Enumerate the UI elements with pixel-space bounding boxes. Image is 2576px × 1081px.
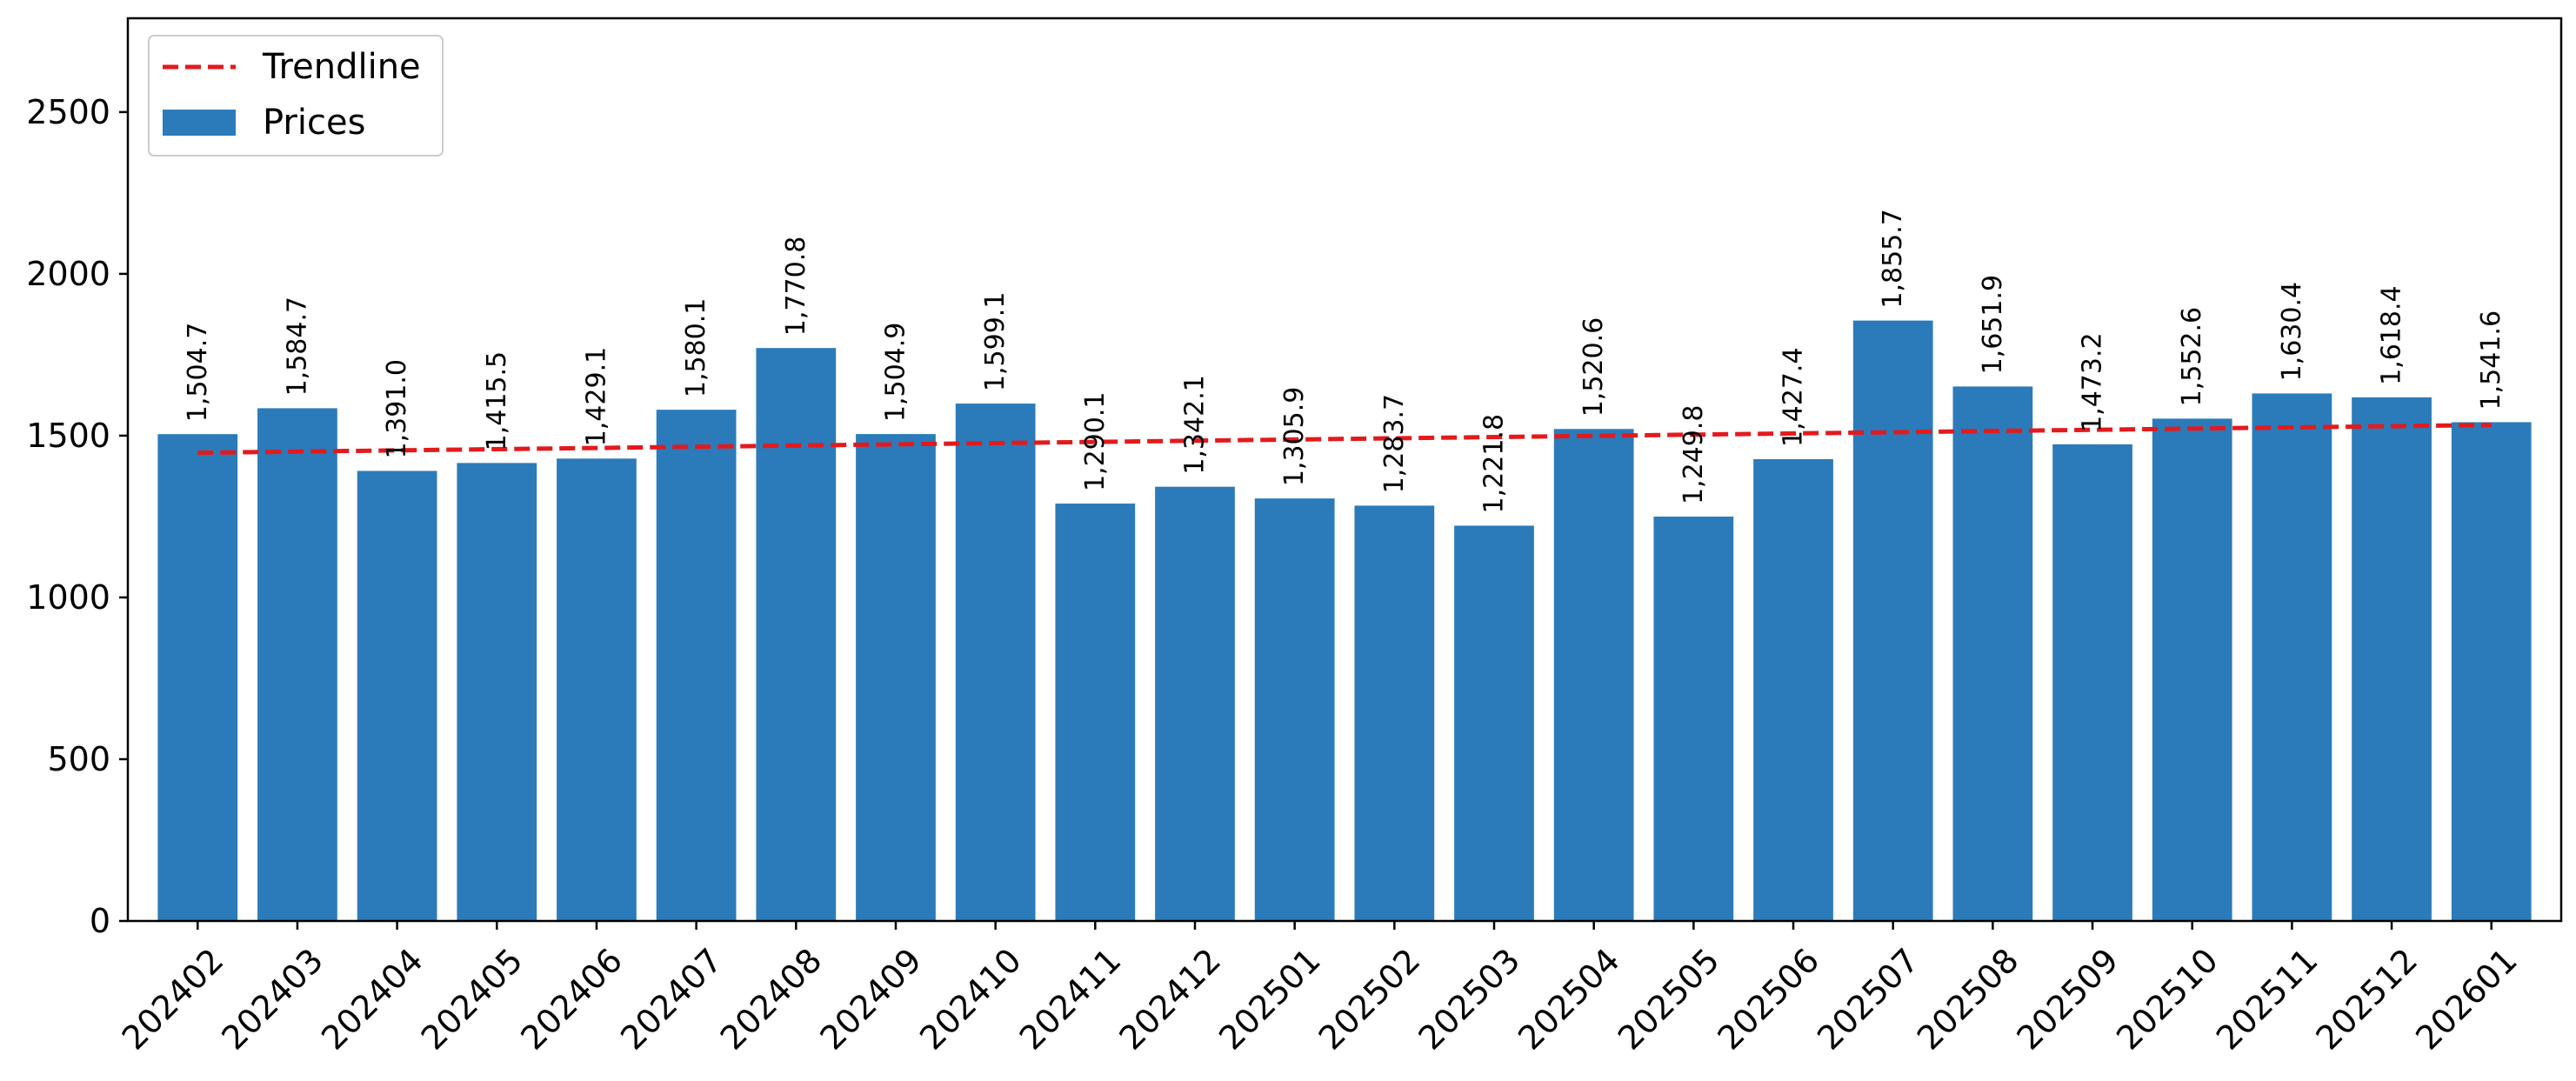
x-tick-label-202411: 202411 (1012, 941, 1129, 1058)
x-tick-label-202510: 202510 (2109, 941, 2226, 1058)
data-label-202408: 1,770.8 (781, 237, 811, 337)
data-label-202601: 1,541.6 (2476, 310, 2506, 410)
bar-202510 (2152, 418, 2232, 921)
y-tick-label-500: 500 (47, 740, 110, 778)
data-label-202502: 1,283.7 (1379, 394, 1410, 494)
bars-layer (157, 320, 2532, 922)
bar-202511 (2252, 393, 2332, 921)
data-label-202404: 1,391.0 (382, 359, 412, 459)
bar-202410 (955, 404, 1036, 921)
x-tick-label-202512: 202512 (2309, 941, 2426, 1058)
bar-202508 (1952, 386, 2033, 921)
data-label-202410: 1,599.1 (980, 292, 1011, 392)
data-label-202507: 1,855.7 (1878, 209, 1908, 309)
data-label-202411: 1,290.1 (1080, 392, 1111, 492)
data-label-202512: 1,618.4 (2377, 285, 2407, 385)
data-label-202407: 1,580.1 (681, 298, 711, 398)
x-tick-label-202408: 202408 (713, 941, 830, 1058)
bar-202504 (1553, 429, 1634, 921)
x-tick-label-202507: 202507 (1810, 941, 1926, 1058)
bar-202404 (357, 470, 437, 921)
data-labels-layer: 1,504.7 1,584.7 1,391.0 1,415.5 1,429.1 1,580… (183, 209, 2506, 513)
bar-202403 (257, 408, 337, 921)
bar-202412 (1155, 486, 1235, 921)
x-tick-label-202502: 202502 (1311, 941, 1428, 1058)
bar-202405 (457, 463, 537, 921)
y-tick-label-2000: 2000 (26, 255, 110, 293)
bar-202505 (1653, 517, 1734, 921)
trendline (197, 423, 2492, 456)
bar-202507 (1852, 320, 1933, 922)
y-tick-label-1000: 1000 (26, 578, 110, 617)
x-tick-label-202412: 202412 (1111, 941, 1228, 1058)
x-tick-label-202506: 202506 (1711, 941, 1827, 1058)
x-tick-label-202601: 202601 (2408, 941, 2525, 1058)
data-label-202409: 1,504.9 (880, 323, 911, 423)
plot-frame (126, 17, 2563, 923)
legend-marker-prices (163, 110, 236, 136)
data-label-202405: 1,415.5 (482, 351, 512, 451)
bar-202509 (2052, 444, 2132, 921)
x-tick-label-202505: 202505 (1611, 941, 1727, 1058)
data-label-202503: 1,221.8 (1479, 414, 1510, 514)
bar-202503 (1454, 525, 1534, 921)
bar-202406 (557, 458, 637, 921)
x-tick-label-202501: 202501 (1211, 941, 1328, 1058)
x-tick-label-202406: 202406 (513, 941, 630, 1058)
y-tick-label-1500: 1500 (26, 417, 110, 455)
data-label-202506: 1,427.4 (1779, 347, 1809, 447)
data-label-202510: 1,552.6 (2177, 307, 2207, 407)
x-tick-label-202403: 202403 (214, 941, 330, 1058)
bar-202408 (756, 348, 837, 921)
bar-202409 (856, 434, 936, 921)
y-tick-label-2500: 2500 (26, 93, 110, 131)
legend-label-prices: Prices (263, 103, 365, 143)
data-label-202402: 1,504.7 (183, 323, 213, 423)
bar-202502 (1354, 505, 1435, 921)
x-tick-label-202511: 202511 (2209, 941, 2326, 1058)
data-label-202511: 1,630.4 (2277, 282, 2307, 382)
x-tick-label-202503: 202503 (1411, 941, 1527, 1058)
data-label-202504: 1,520.6 (1578, 317, 1609, 417)
x-tick-label-202410: 202410 (912, 941, 1029, 1058)
legend: Trendline Prices (148, 35, 444, 157)
x-tick-label-202509: 202509 (2010, 941, 2126, 1058)
trendline-layer (197, 423, 2492, 456)
legend-label-trendline: Trendline (262, 47, 421, 87)
data-label-202509: 1,473.2 (2078, 332, 2108, 432)
data-label-202412: 1,342.1 (1179, 375, 1210, 475)
x-tick-label-202404: 202404 (314, 941, 430, 1058)
data-label-202403: 1,584.7 (282, 297, 312, 397)
x-tick-label-202407: 202407 (613, 941, 730, 1058)
data-label-202501: 1,305.9 (1279, 387, 1310, 487)
y-tick-label-0: 0 (90, 902, 110, 940)
bar-202601 (2451, 422, 2532, 922)
bar-202506 (1753, 458, 1833, 921)
x-tick-label-202405: 202405 (414, 941, 531, 1058)
x-tick-label-202409: 202409 (812, 941, 929, 1058)
bar-202402 (157, 434, 238, 921)
data-label-202508: 1,651.9 (1978, 275, 2008, 375)
x-tick-label-202402: 202402 (115, 941, 231, 1058)
bar-202407 (656, 410, 737, 921)
data-label-202406: 1,429.1 (581, 347, 611, 447)
data-label-202505: 1,249.8 (1678, 405, 1709, 505)
bar-202411 (1055, 504, 1136, 921)
bar-202501 (1254, 498, 1335, 921)
x-tick-label-202504: 202504 (1511, 941, 1627, 1058)
x-tick-label-202508: 202508 (1910, 941, 2026, 1058)
bar-202512 (2352, 397, 2432, 921)
